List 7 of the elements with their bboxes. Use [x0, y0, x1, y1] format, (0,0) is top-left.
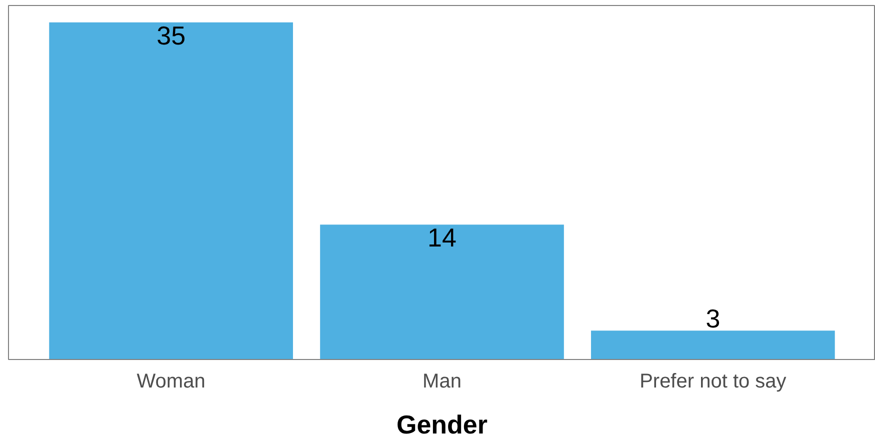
data-label: 3 — [706, 304, 720, 334]
x-axis-title: Gender — [396, 410, 488, 440]
x-tick-label: Man — [422, 370, 462, 392]
data-label: 14 — [428, 222, 456, 253]
x-tick-label: Woman — [136, 370, 206, 392]
x-tick-label: Prefer not to say — [640, 370, 786, 392]
data-label: 35 — [156, 20, 186, 50]
